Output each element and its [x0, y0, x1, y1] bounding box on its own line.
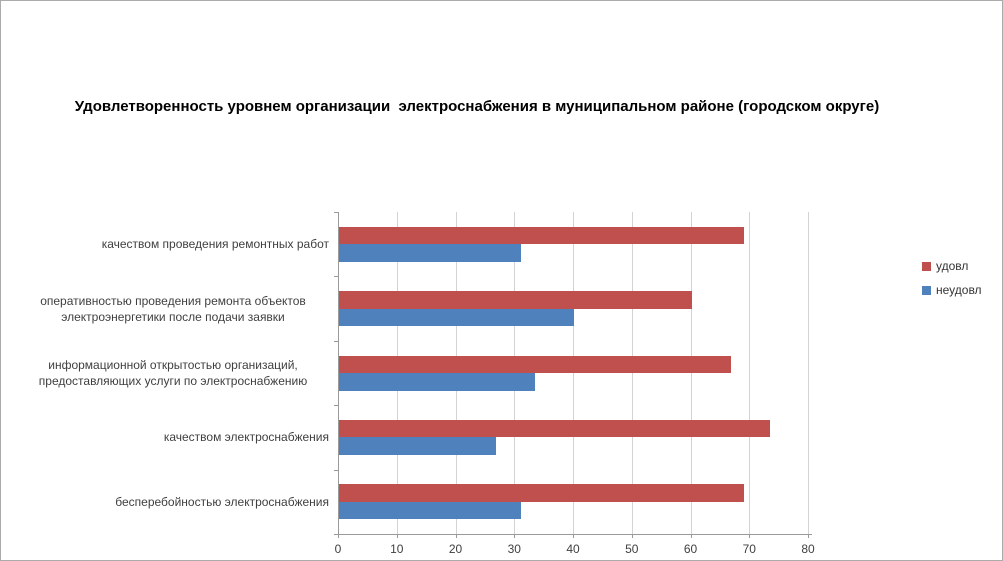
- category-label: бесперебойностью электроснабжения: [115, 494, 329, 509]
- x-axis-tick-label: 40: [566, 542, 580, 556]
- legend-label: неудовл: [936, 283, 982, 297]
- bar-series-1-cat-4: [339, 501, 522, 520]
- category-label: оперативностью проведения ремонта объект…: [40, 293, 306, 324]
- x-axis-tick: [631, 534, 633, 538]
- y-axis-tick: [334, 341, 338, 342]
- bar-series-0-cat-3: [339, 419, 770, 438]
- y-axis-tick: [334, 534, 338, 535]
- bar-series-0-cat-4: [339, 484, 745, 502]
- x-axis-tick: [573, 534, 574, 538]
- legend-item: удовл: [922, 259, 982, 273]
- x-axis-tick: [749, 534, 751, 538]
- category-label: качеством электроснабжения: [163, 430, 329, 445]
- x-axis-tick: [455, 534, 457, 538]
- x-axis-tick-label: 60: [683, 542, 698, 556]
- bar-series-0-cat-1: [339, 291, 692, 309]
- bar-series-1-cat-0: [339, 244, 522, 262]
- category-label: информационной открытостью организаций, …: [38, 358, 308, 388]
- x-axis-tick-label: 70: [742, 542, 756, 556]
- x-axis-tick: [514, 534, 516, 538]
- bar-series-0-cat-0: [339, 226, 745, 245]
- x-axis-tick: [690, 534, 692, 538]
- y-axis-tick: [334, 212, 338, 213]
- category-label: качеством проведения ремонтных работ: [101, 237, 329, 252]
- gridline: [573, 212, 574, 534]
- y-axis-tick: [334, 470, 338, 471]
- gridline: [690, 212, 692, 534]
- legend: удовл неудовл: [922, 259, 982, 307]
- chart-title: Удовлетворенность уровнем организации эл…: [74, 98, 880, 115]
- x-axis-tick: [808, 534, 809, 538]
- legend-label: удовл: [936, 259, 969, 273]
- gridline: [631, 212, 633, 534]
- y-axis-tick: [334, 276, 338, 277]
- x-axis-tick-label: 30: [507, 542, 521, 556]
- x-axis-tick: [396, 534, 398, 538]
- y-axis-tick: [334, 405, 338, 406]
- bar-series-1-cat-1: [339, 308, 574, 327]
- x-axis-tick-label: 20: [448, 542, 463, 556]
- legend-item: неудовл: [922, 283, 982, 297]
- legend-color-swatch: [922, 261, 931, 271]
- x-axis-line: [334, 534, 812, 535]
- x-axis-tick: [338, 534, 339, 538]
- y-axis-line: [338, 212, 339, 534]
- x-axis-tick-label: 0: [334, 542, 342, 556]
- x-axis-tick-label: 10: [390, 542, 404, 556]
- gridline: [808, 212, 809, 534]
- x-axis-tick-label: 80: [801, 542, 815, 556]
- x-axis-tick-label: 50: [625, 542, 639, 556]
- bar-series-1-cat-2: [339, 373, 535, 391]
- bar-series-1-cat-3: [339, 437, 496, 455]
- gridline: [749, 212, 751, 534]
- bar-series-0-cat-2: [339, 355, 731, 373]
- legend-color-swatch: [922, 285, 931, 295]
